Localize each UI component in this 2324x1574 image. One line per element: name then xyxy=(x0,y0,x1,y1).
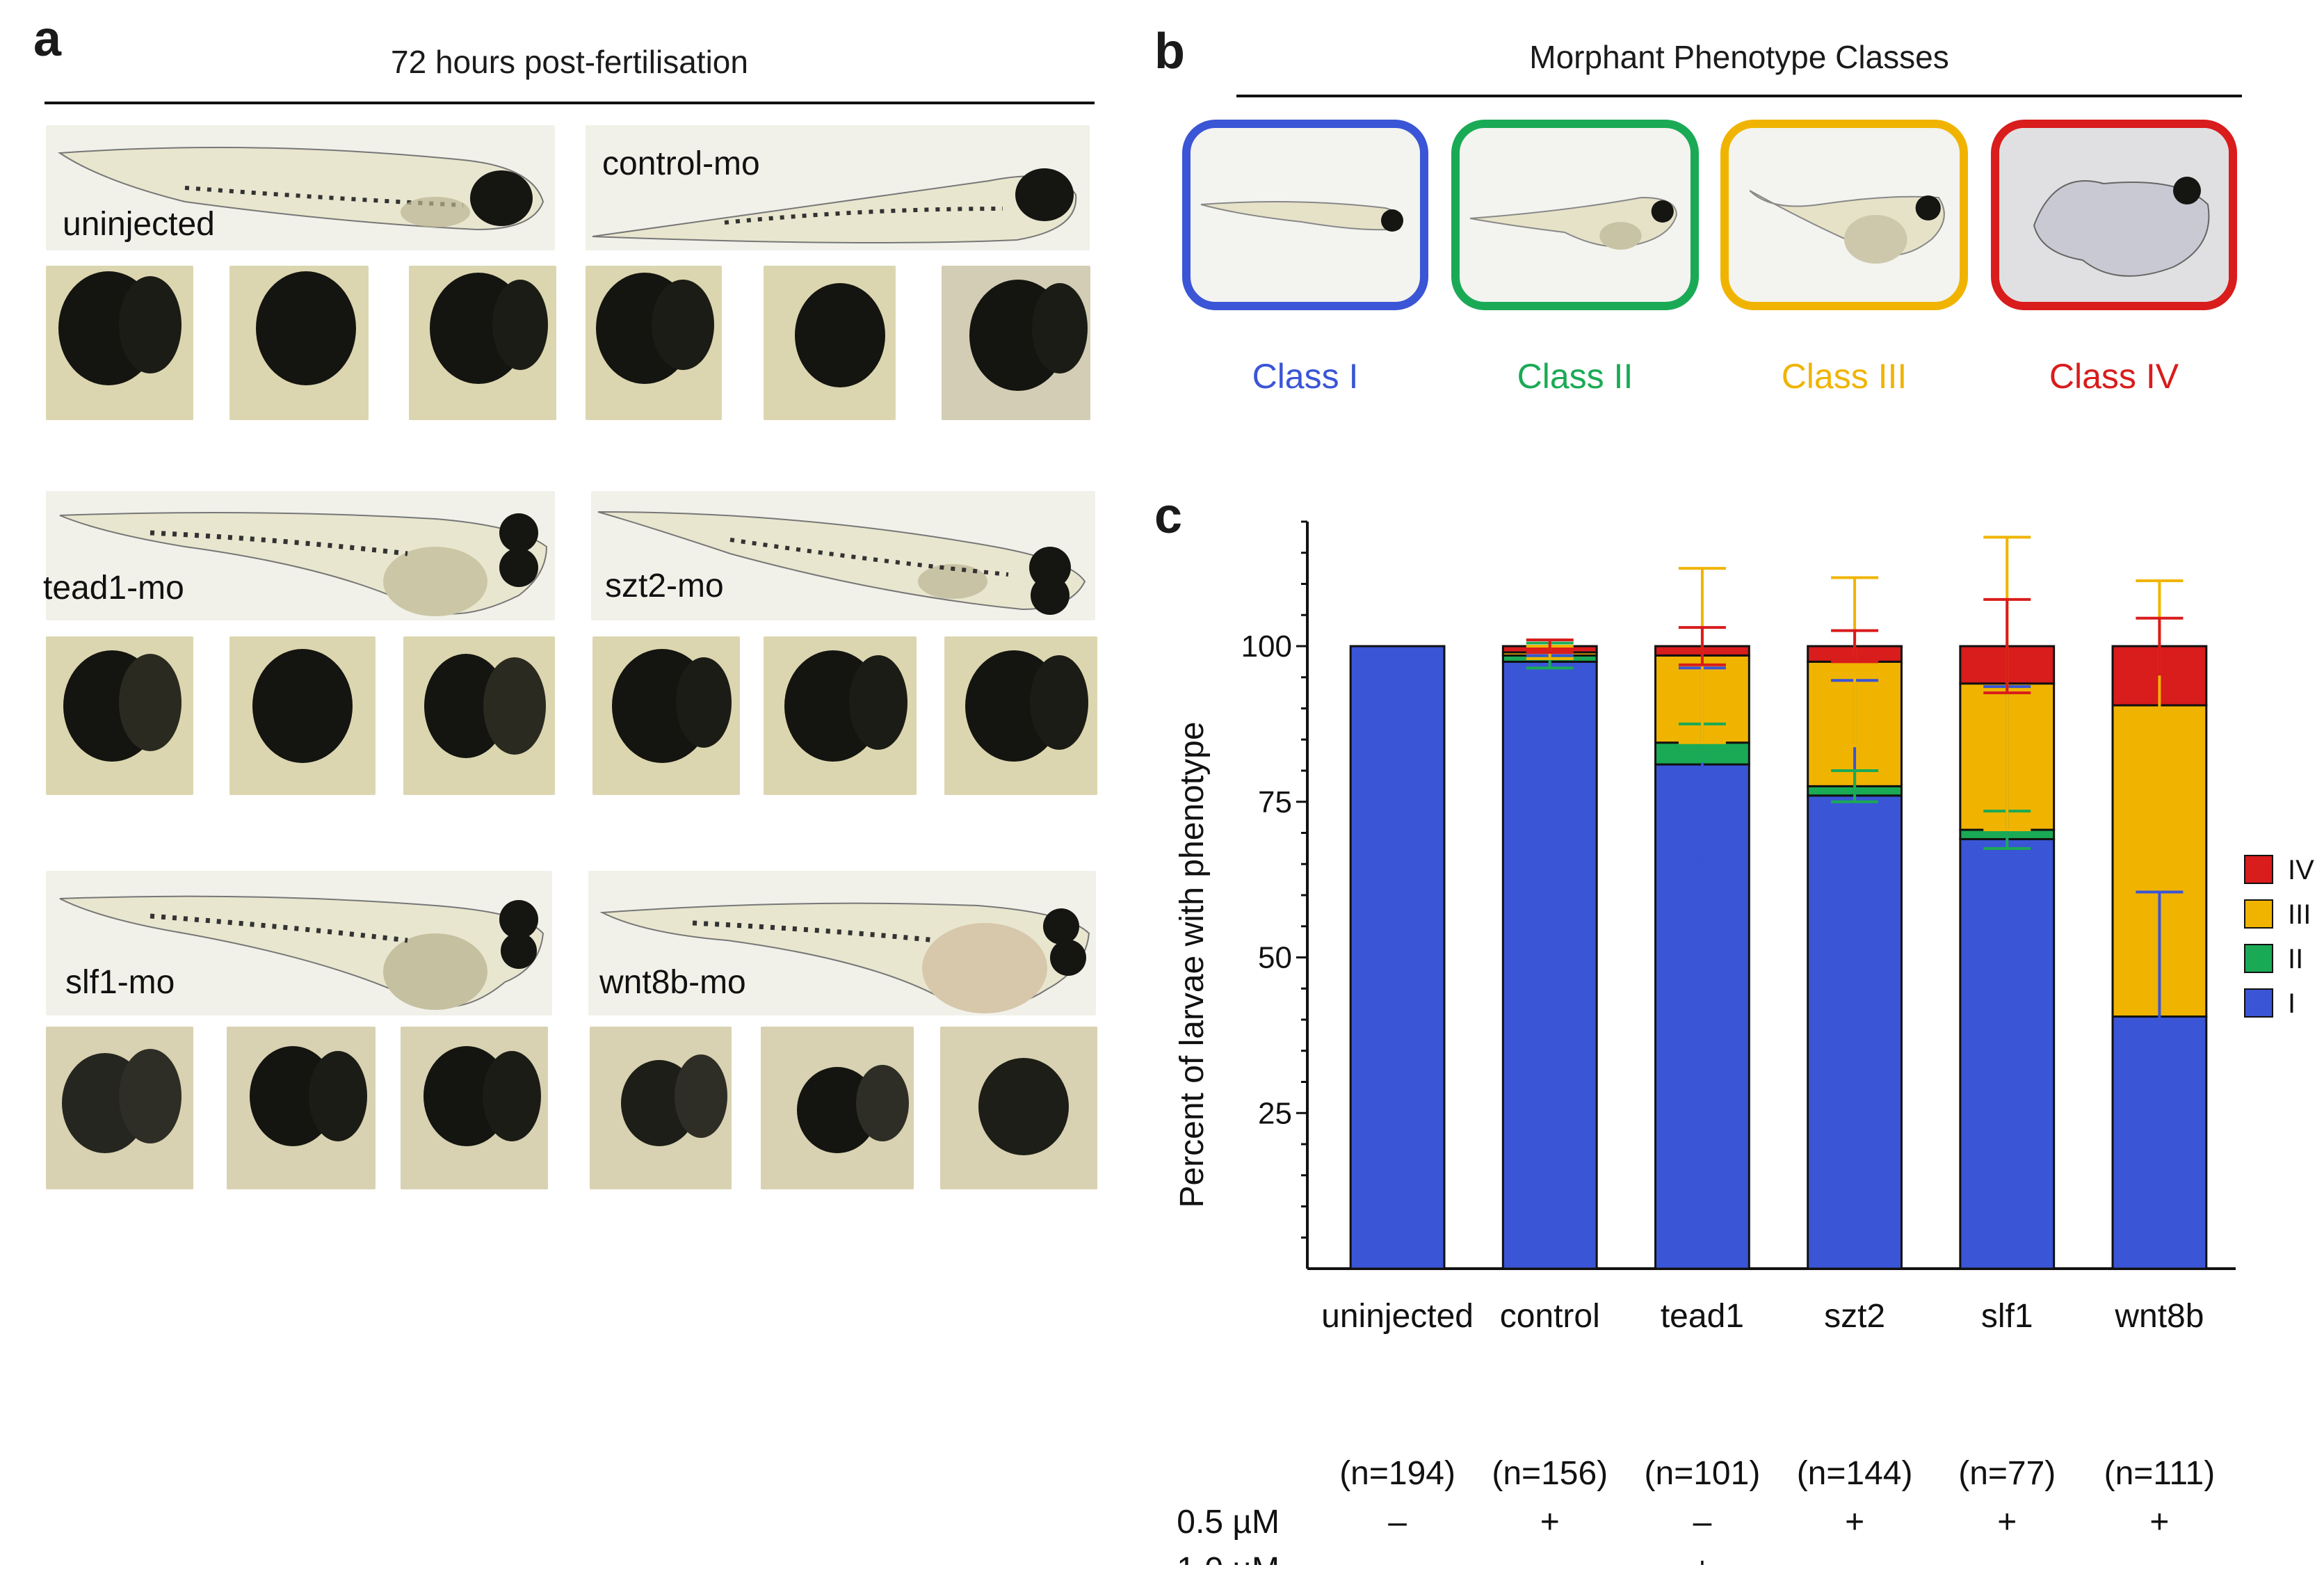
class-iv-larva xyxy=(1999,128,2229,302)
group-label-tead1: tead1-mo xyxy=(43,570,184,607)
class-iii-box xyxy=(1720,120,1968,310)
legend-label-II: II xyxy=(2288,944,2303,974)
x-tick-label: wnt8b xyxy=(2114,1298,2204,1335)
n-label: (n=111) xyxy=(2104,1455,2216,1492)
dose-mark: – xyxy=(1388,1504,1407,1541)
dose-mark: + xyxy=(1845,1504,1864,1541)
x-tick-label: slf1 xyxy=(1981,1298,2033,1335)
dose-mark: – xyxy=(1693,1504,1712,1541)
panel-b-letter: b xyxy=(1154,24,1185,79)
y-tick-label: 50 xyxy=(1258,941,1292,975)
bar-segment-I-control xyxy=(1501,660,1598,1270)
head-photo xyxy=(227,1027,376,1189)
panel-b-title: Morphant Phenotype Classes xyxy=(1529,39,1949,75)
class-iv-label: Class IV xyxy=(2049,357,2179,396)
dose-mark: – xyxy=(1998,1551,2017,1565)
larva-illustration xyxy=(599,902,1090,1013)
x-tick-label: control xyxy=(1500,1298,1600,1335)
x-tick-label: uninjected xyxy=(1321,1298,1474,1335)
class-ii-label: Class II xyxy=(1517,357,1633,396)
larva-illustration xyxy=(59,512,548,616)
n-label: (n=194) xyxy=(1339,1455,1455,1492)
y-tick-label: 100 xyxy=(1241,629,1292,664)
head-photo xyxy=(46,266,193,420)
legend-swatch-III xyxy=(2244,899,2273,929)
legend-swatch-IV xyxy=(2244,855,2273,884)
head-photo xyxy=(46,636,193,795)
y-tick-label: 75 xyxy=(1258,785,1292,819)
group-label-uninjected: uninjected xyxy=(63,206,215,243)
head-photo xyxy=(229,636,376,795)
head-photo xyxy=(403,636,555,795)
class-iii-label: Class III xyxy=(1781,357,1907,396)
larva-illustration xyxy=(59,895,544,1010)
head-photo xyxy=(46,1027,193,1189)
larva-photo-szt2 xyxy=(591,491,1095,620)
larva-photo-uninjected xyxy=(46,125,555,250)
head-photo xyxy=(944,636,1097,795)
class-i-larva xyxy=(1200,201,1403,232)
head-photo xyxy=(761,1027,914,1189)
legend-swatch-I xyxy=(2244,988,2273,1018)
stacked-bar-chart: 25 50 75 100 Percent of larvae with phenotyp… xyxy=(1174,520,2314,1565)
n-label: (n=101) xyxy=(1645,1455,1761,1492)
class-i-box xyxy=(1182,120,1428,310)
larva-illustration xyxy=(592,168,1077,243)
legend-label-III: III xyxy=(2288,899,2311,930)
larva-photo-tead1 xyxy=(46,491,555,620)
larva-photo-wnt8b xyxy=(588,871,1096,1015)
y-tick-label: 25 xyxy=(1258,1096,1292,1130)
head-photo xyxy=(592,636,740,795)
group-label-control: control-mo xyxy=(602,145,760,182)
dose-mark: + xyxy=(1693,1551,1712,1565)
head-photo xyxy=(942,266,1090,420)
bar-segment-I-uninjected xyxy=(1349,645,1446,1270)
head-photo xyxy=(409,266,556,420)
dose-mark: – xyxy=(2150,1551,2169,1565)
dose-label: 1.0 µM xyxy=(1177,1551,1280,1565)
panel-c-letter: c xyxy=(1154,488,1183,544)
dose-mark: + xyxy=(1997,1504,2017,1541)
class-i-label: Class I xyxy=(1252,357,1359,396)
n-label: (n=156) xyxy=(1492,1455,1608,1492)
dose-mark: – xyxy=(1846,1551,1864,1565)
x-tick-label: tead1 xyxy=(1661,1298,1744,1335)
legend-swatch-II xyxy=(2244,944,2273,973)
panel-a-title: 72 hours post-fertilisation xyxy=(391,44,748,80)
head-photo xyxy=(764,266,896,420)
panel-a-letter: a xyxy=(33,11,62,67)
dose-mark: + xyxy=(2149,1504,2169,1541)
n-label: (n=144) xyxy=(1797,1455,1913,1492)
larva-photo-slf1 xyxy=(46,871,552,1015)
n-label: (n=77) xyxy=(1958,1455,2056,1492)
head-photo xyxy=(590,1027,732,1189)
class-ii-box xyxy=(1451,120,1699,310)
dose-label: 0.5 µM xyxy=(1177,1504,1280,1541)
dose-mark: + xyxy=(1540,1504,1560,1541)
group-label-wnt8b: wnt8b-mo xyxy=(599,964,746,1001)
legend-label-I: I xyxy=(2288,988,2295,1019)
class-ii-larva xyxy=(1469,196,1677,250)
dose-mark: – xyxy=(1540,1551,1559,1565)
head-photo xyxy=(401,1027,548,1189)
class-iii-larva xyxy=(1749,190,1945,264)
panel-a-rule xyxy=(45,102,1095,104)
head-photo xyxy=(764,636,917,795)
head-photo xyxy=(586,266,722,420)
larva-illustration xyxy=(58,147,544,231)
larva-photo-control xyxy=(586,125,1090,250)
head-photo xyxy=(940,1027,1097,1189)
larva-illustration xyxy=(597,511,1086,615)
y-axis-label: Percent of larvae with phenotype xyxy=(1174,721,1211,1207)
group-label-slf1: slf1-mo xyxy=(65,964,175,1001)
class-iv-box xyxy=(1991,120,2237,310)
group-label-szt2: szt2-mo xyxy=(605,568,724,604)
dose-mark: – xyxy=(1388,1551,1407,1565)
head-photo xyxy=(229,266,369,420)
panel-b-rule xyxy=(1236,95,2242,97)
x-tick-label: szt2 xyxy=(1824,1298,1885,1335)
legend-label-IV: IV xyxy=(2288,855,2314,885)
